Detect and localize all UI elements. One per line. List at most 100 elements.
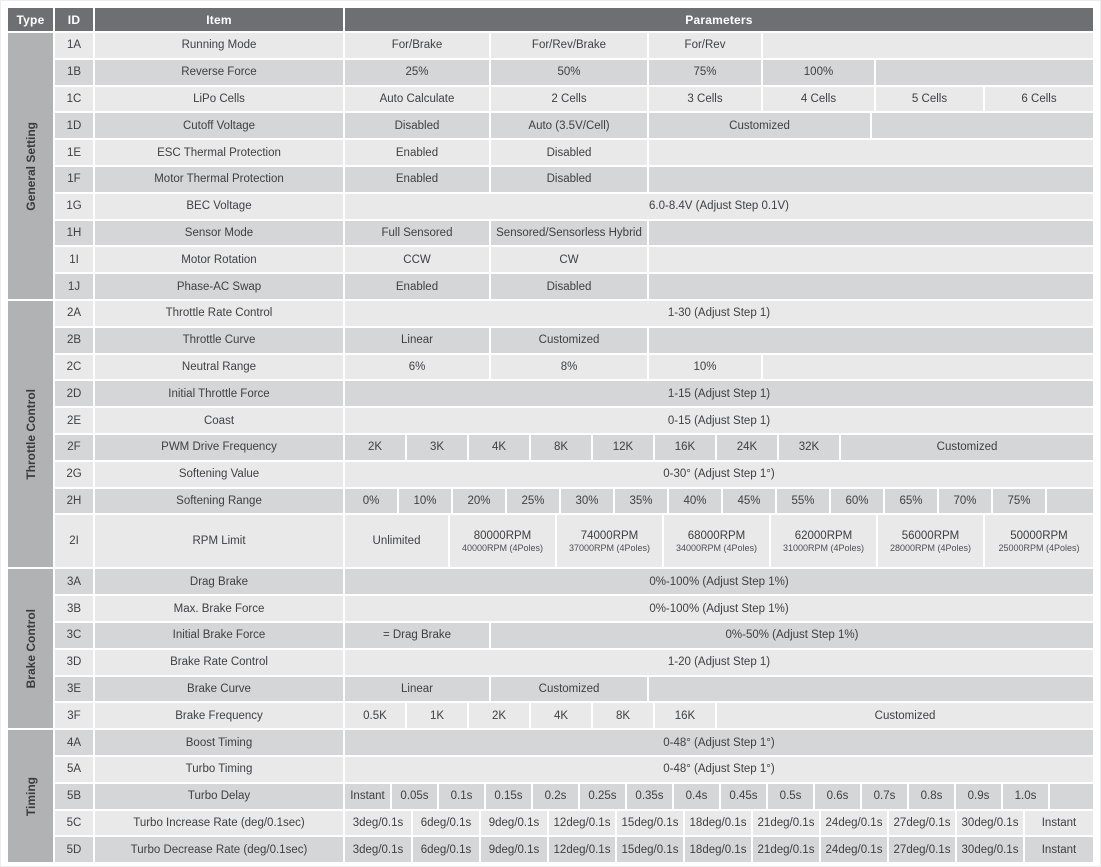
row-id: 1E — [55, 140, 93, 165]
param-value: 68000RPM — [687, 529, 746, 542]
param-cell-empty — [649, 140, 1093, 165]
param-cell: CCW — [345, 247, 489, 273]
row-parameters: 0-48° (Adjust Step 1°) — [345, 730, 1093, 755]
row-id: 2D — [55, 381, 93, 407]
param-cell: 21deg/0.1s — [753, 837, 819, 863]
param-cell: 3 Cells — [649, 86, 761, 112]
row-parameters: Full Sensored Sensored/Sensorless Hybrid — [345, 220, 1093, 246]
param-cell: Instant — [1025, 810, 1093, 836]
row-parameters: 0% 10% 20% 25% 30% 35% 40% 45% 55% 60% 65% 70% 75% — [345, 488, 1093, 514]
group-rows: 2A Throttle Rate Control 1-30 (Adjust Step… — [55, 300, 1093, 568]
param-cell-empty — [876, 59, 1093, 85]
table-row: 3C Initial Brake Force = Drag Brake 0%-50% … — [55, 622, 1093, 648]
row-parameters: 6.0-8.4V (Adjust Step 0.1V) — [345, 193, 1093, 219]
row-item: LiPo Cells — [95, 86, 343, 112]
param-cell: 70% — [939, 488, 991, 514]
row-item: ESC Thermal Protection — [95, 140, 343, 165]
group-rows: 3A Drag Brake 0%-100% (Adjust Step 1%) 3B Ma… — [55, 569, 1093, 729]
table-row: 1F Motor Thermal Protection Enabled Disable… — [55, 166, 1093, 192]
param-cell: 0-48° (Adjust Step 1°) — [345, 756, 1093, 782]
row-item: Turbo Delay — [95, 783, 343, 809]
row-item: Max. Brake Force — [95, 596, 343, 621]
param-cell: 3K — [407, 434, 467, 460]
table-row: 1A Running Mode For/Brake For/Rev/Brake For/… — [55, 33, 1093, 58]
row-id: 5C — [55, 810, 93, 836]
column-header-item: Item — [95, 8, 343, 31]
row-id: 3E — [55, 676, 93, 702]
row-parameters: For/Brake For/Rev/Brake For/Rev — [345, 33, 1093, 58]
row-parameters: 0-30° (Adjust Step 1°) — [345, 461, 1093, 487]
param-cell: 0%-100% (Adjust Step 1%) — [345, 596, 1093, 621]
param-cell-empty — [1050, 783, 1093, 809]
param-cell: 0.7s — [862, 783, 907, 809]
row-id: 2G — [55, 461, 93, 487]
table-row: 1J Phase-AC Swap Enabled Disabled — [55, 274, 1093, 299]
row-id: 2I — [55, 515, 93, 568]
type-group: General Setting 1A Running Mode For/Brake Fo… — [8, 33, 1093, 299]
table-row: 2H Softening Range 0% 10% 20% 25% 30% 35% 40% 45%… — [55, 488, 1093, 514]
param-cell: Disabled — [491, 274, 647, 299]
row-id: 1H — [55, 220, 93, 246]
table-row: 1D Cutoff Voltage Disabled Auto (3.5V/Cell)… — [55, 113, 1093, 139]
param-cell: 4K — [531, 703, 591, 729]
row-id: 2C — [55, 354, 93, 380]
table-row: 2I RPM Limit Unlimited 80000RPM 40000RPM (4P… — [55, 515, 1093, 568]
param-cell: 35% — [615, 488, 667, 514]
row-parameters: Unlimited 80000RPM 40000RPM (4Poles) 74000R… — [345, 515, 1093, 568]
param-cell: 0.5s — [768, 783, 813, 809]
param-cell: 12deg/0.1s — [549, 837, 615, 863]
row-id: 1C — [55, 86, 93, 112]
row-parameters: 0%-100% (Adjust Step 1%) — [345, 569, 1093, 595]
param-cell: Disabled — [491, 166, 647, 192]
param-cell: 0-15 (Adjust Step 1) — [345, 408, 1093, 433]
row-parameters: 25% 50% 75% 100% — [345, 59, 1093, 85]
row-parameters: 2K 3K 4K 8K 12K 16K 24K 32K Customized — [345, 434, 1093, 460]
param-cell: Auto Calculate — [345, 86, 489, 112]
param-cell: 68000RPM 34000RPM (4Poles) — [664, 515, 769, 568]
row-parameters: 3deg/0.1s 6deg/0.1s 9deg/0.1s 12deg/0.1s 15d… — [345, 837, 1093, 863]
param-cell: 8K — [531, 434, 591, 460]
row-item: Sensor Mode — [95, 220, 343, 246]
param-cell: 25% — [345, 59, 489, 85]
param-value: 62000RPM — [794, 529, 853, 542]
type-group-label: Timing — [23, 776, 38, 816]
param-cell: 9deg/0.1s — [481, 837, 547, 863]
type-group-cell: Timing — [8, 730, 53, 863]
group-rows: 4A Boost Timing 0-48° (Adjust Step 1°) 5A Tu… — [55, 730, 1093, 863]
param-cell: 62000RPM 31000RPM (4Poles) — [771, 515, 876, 568]
param-cell: 30deg/0.1s — [957, 837, 1023, 863]
table-row: 1H Sensor Mode Full Sensored Sensored/Senso… — [55, 220, 1093, 246]
param-cell: Full Sensored — [345, 220, 489, 246]
table-row: 2C Neutral Range 6% 8% 10% — [55, 354, 1093, 380]
row-item: Cutoff Voltage — [95, 113, 343, 139]
param-cell: 24deg/0.1s — [821, 810, 887, 836]
row-item: Brake Rate Control — [95, 649, 343, 675]
param-cell: 60% — [831, 488, 883, 514]
param-value: 56000RPM — [901, 529, 960, 542]
param-cell: Enabled — [345, 140, 489, 165]
row-parameters: 1-15 (Adjust Step 1) — [345, 381, 1093, 407]
param-cell: CW — [491, 247, 647, 273]
param-cell: 1-15 (Adjust Step 1) — [345, 381, 1093, 407]
param-cell-empty — [649, 274, 1093, 299]
param-cell: Customized — [649, 113, 870, 139]
param-cell: 0.2s — [533, 783, 578, 809]
param-cell: Customized — [841, 434, 1093, 460]
type-group-cell: General Setting — [8, 33, 53, 299]
param-cell: 1K — [407, 703, 467, 729]
row-item: Turbo Increase Rate (deg/0.1sec) — [95, 810, 343, 836]
param-cell: 0% — [345, 488, 397, 514]
param-cell: 50000RPM 25000RPM (4Poles) — [985, 515, 1093, 568]
param-cell-empty — [649, 166, 1093, 192]
param-cell: 4 Cells — [763, 86, 874, 112]
row-parameters: 6% 8% 10% — [345, 354, 1093, 380]
row-parameters: Enabled Disabled — [345, 274, 1093, 299]
param-cell: 0-48° (Adjust Step 1°) — [345, 730, 1093, 755]
table-row: 2E Coast 0-15 (Adjust Step 1) — [55, 408, 1093, 433]
table-row: 3D Brake Rate Control 1-20 (Adjust Step 1) — [55, 649, 1093, 675]
param-cell: 15deg/0.1s — [617, 810, 683, 836]
param-cell: 20% — [453, 488, 505, 514]
row-id: 5D — [55, 837, 93, 863]
param-subvalue: 37000RPM (4Poles) — [568, 542, 651, 553]
row-id: 1B — [55, 59, 93, 85]
